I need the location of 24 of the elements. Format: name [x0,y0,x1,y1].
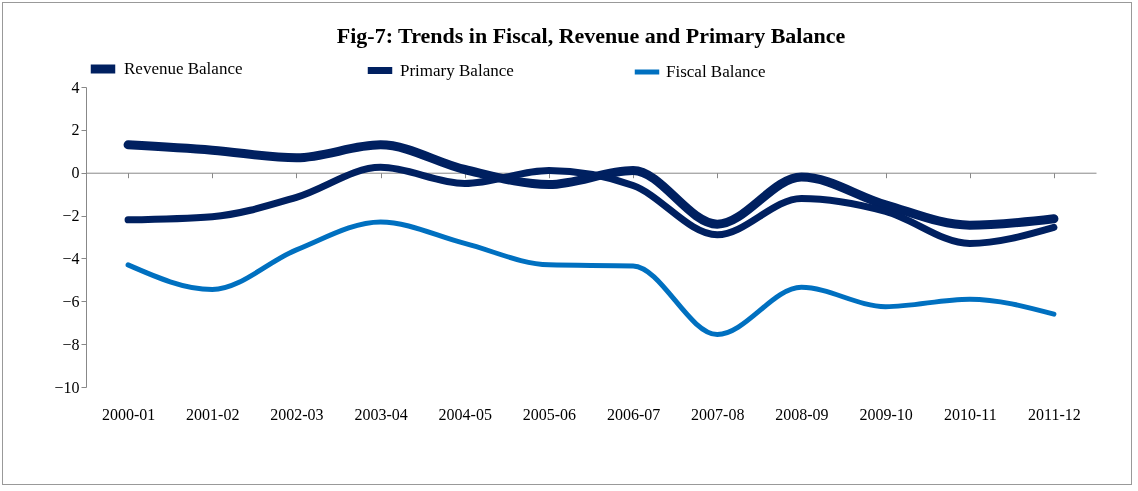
y-tick-label: −10 [54,378,80,396]
x-tick-label: 2007-08 [691,405,745,423]
y-tick-label: −2 [62,207,80,225]
legend-label: Primary Balance [400,60,514,80]
y-tick-label: −6 [62,292,80,310]
y-tick-label: 4 [71,78,80,96]
x-tick-label: 2011-12 [1028,405,1081,423]
x-tick-label: 2004-05 [438,405,492,423]
x-tick-label: 2008-09 [775,405,829,423]
y-tick-label: 0 [71,164,80,182]
x-tick-label: 2005-06 [522,405,577,423]
legend-label: Revenue Balance [124,59,243,78]
x-tick-label: 2010-11 [943,405,997,423]
y-tick-label: −8 [62,335,80,353]
x-tick-label: 2002-03 [270,405,324,423]
x-tick-label: 2001-02 [186,405,240,423]
x-tick-label: 2009-10 [859,405,913,423]
y-tick-label: 2 [71,121,80,139]
y-tick-label: −4 [62,249,80,267]
x-tick-label: 2006-07 [606,405,661,423]
chart-title: Fig-7: Trends in Fiscal, Revenue and Primary Balance [336,23,846,48]
legend-label: Fiscal Balance [666,62,766,81]
x-tick-label: 2003-04 [354,405,408,423]
x-tick-label: 2000-01 [101,405,156,423]
